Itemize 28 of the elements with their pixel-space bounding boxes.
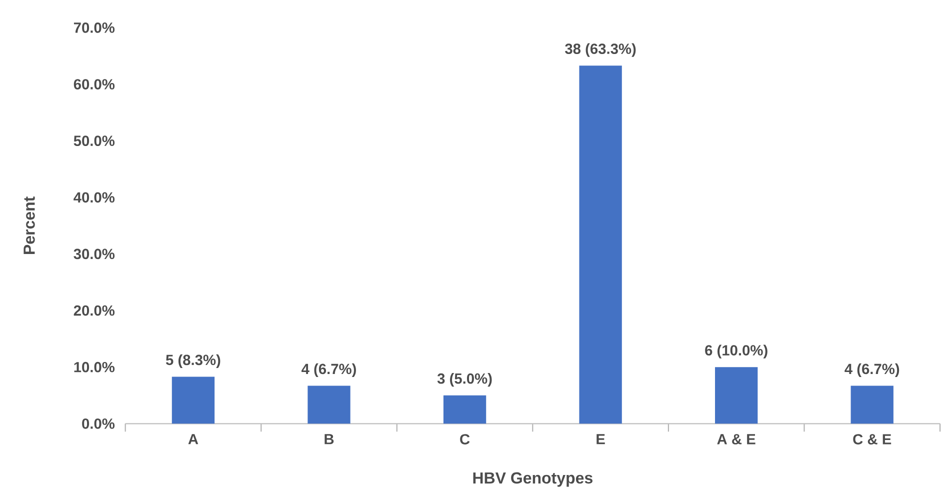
- data-label: 4 (6.7%): [844, 363, 900, 378]
- bar: [715, 367, 758, 424]
- data-label: 6 (10.0%): [705, 344, 768, 358]
- y-tick-label: 40.0%: [74, 192, 115, 203]
- x-tick-label: C & E: [853, 434, 892, 444]
- y-tick-label: 50.0%: [74, 136, 115, 146]
- bar: [443, 395, 486, 424]
- data-label: 5 (8.3%): [166, 354, 220, 368]
- data-label: 3 (5.0%): [437, 373, 492, 387]
- data-label: 38 (63.3%): [565, 43, 636, 57]
- x-tick-label: E: [596, 434, 605, 444]
- y-tick-label: 10.0%: [74, 362, 115, 372]
- y-tick-label: 0.0%: [82, 418, 115, 429]
- y-axis-title: Percent: [24, 196, 35, 254]
- y-tick-label: 30.0%: [74, 248, 115, 260]
- y-tick-label: 60.0%: [74, 79, 115, 90]
- x-axis-title: HBV Genotypes: [473, 472, 592, 487]
- bar: [579, 66, 622, 424]
- x-tick-label: A: [188, 434, 198, 444]
- data-label: 4 (6.7%): [302, 363, 356, 378]
- bar: [308, 386, 350, 424]
- x-tick-label: A & E: [717, 434, 756, 444]
- y-tick-label: 20.0%: [74, 305, 115, 316]
- bar: [172, 376, 215, 424]
- x-tick-label: B: [324, 434, 334, 444]
- y-tick-label: 70.0%: [74, 22, 115, 33]
- x-tick-label: C: [460, 434, 470, 444]
- bar: [850, 386, 894, 424]
